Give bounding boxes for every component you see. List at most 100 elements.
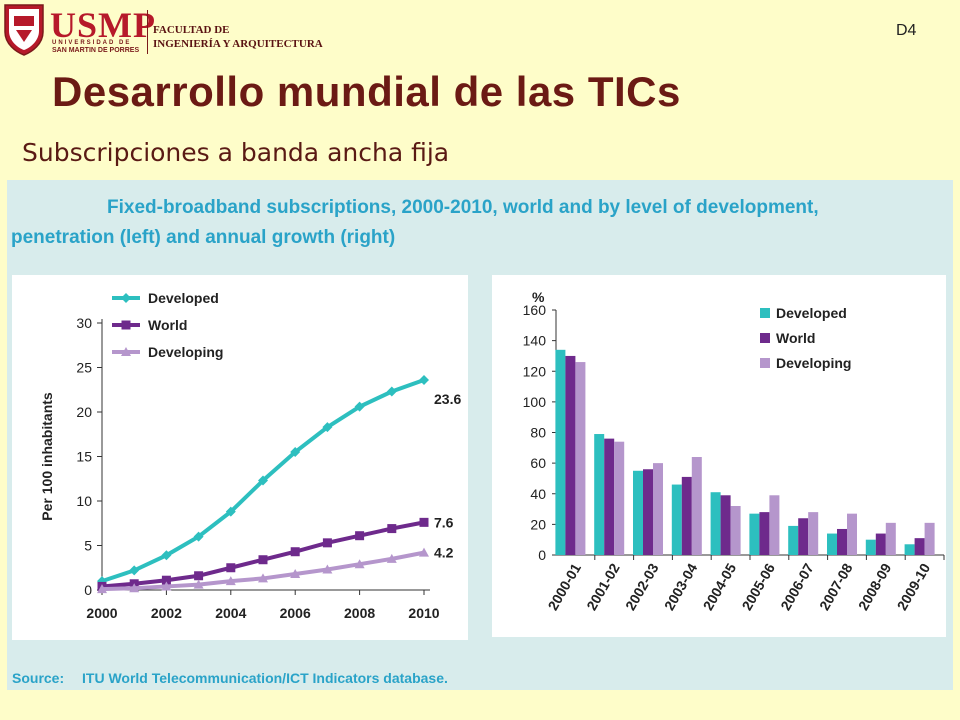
- data-point: [258, 573, 268, 583]
- logo-subtext-2: SAN MARTIN DE PORRES: [52, 47, 140, 54]
- bar: [865, 539, 876, 555]
- legend-label: World: [148, 317, 187, 333]
- data-point: [161, 575, 171, 585]
- y-tick-label: 140: [523, 333, 547, 349]
- series-developed: Developed: [555, 305, 915, 555]
- data-point: [129, 565, 140, 576]
- end-value-label: 7.6: [434, 514, 454, 530]
- y-tick-label: 10: [76, 493, 92, 509]
- data-point: [419, 517, 429, 527]
- data-point: [386, 386, 397, 397]
- source-label: Source:: [12, 670, 65, 686]
- data-point: [386, 553, 397, 563]
- x-tick-label: 2000: [86, 605, 117, 621]
- bar: [633, 470, 643, 555]
- figure: Fixed-broadband subscriptions, 2000-2010…: [7, 180, 953, 690]
- legend-label: Developed: [148, 290, 219, 306]
- y-tick-label: 160: [523, 302, 547, 318]
- bar: [691, 457, 702, 555]
- legend-label: Developing: [148, 344, 223, 360]
- bar: [710, 492, 721, 555]
- legend-swatch: [760, 358, 770, 368]
- data-point: [354, 559, 365, 569]
- bar: [555, 349, 566, 555]
- bar: [749, 513, 760, 555]
- bar: [904, 544, 915, 555]
- data-point: [161, 581, 172, 591]
- x-tick-label: 2003-04: [661, 560, 701, 613]
- data-point: [226, 563, 236, 573]
- data-point: [419, 374, 429, 385]
- data-point: [129, 583, 140, 593]
- data-point: [121, 347, 131, 356]
- x-tick-label: 2008-09: [855, 560, 895, 613]
- y-axis-unit-label: %: [532, 289, 545, 305]
- y-tick-label: 30: [76, 315, 92, 331]
- bar: [730, 506, 741, 555]
- series-developing: Developing: [575, 355, 935, 555]
- data-point: [121, 320, 131, 330]
- y-tick-label: 80: [530, 425, 546, 441]
- x-tick-label: 2004-05: [700, 560, 740, 613]
- logo-subtext-1: UNIVERSIDAD DE: [52, 40, 132, 46]
- y-tick-label: 5: [84, 538, 92, 554]
- bar: [875, 533, 886, 555]
- x-tick-label: 2009-10: [894, 560, 934, 613]
- bar: [671, 484, 682, 555]
- data-point: [225, 506, 236, 517]
- legend-swatch: [760, 333, 770, 343]
- faculty-line-1: FACULTAD DE: [153, 24, 230, 36]
- data-point: [225, 576, 236, 586]
- figure-source: Source: ITU World Telecommunication/ICT …: [12, 670, 448, 686]
- x-tick-label: 2005-06: [738, 560, 778, 613]
- x-tick-label: 2006: [280, 605, 311, 621]
- x-tick-label: 2004: [215, 605, 246, 621]
- bar: [643, 469, 653, 555]
- legend-label: Developing: [776, 355, 851, 371]
- end-value-label: 4.2: [434, 545, 454, 561]
- y-tick-label: 20: [76, 404, 92, 420]
- data-point: [419, 547, 429, 557]
- bar: [565, 355, 576, 555]
- bar: [653, 463, 663, 555]
- x-tick-label: 2010: [408, 605, 439, 621]
- logo-divider: [147, 10, 148, 54]
- y-tick-label: 20: [530, 516, 546, 532]
- bar: [769, 495, 780, 555]
- data-point: [258, 475, 268, 486]
- bar-chart: 0 20 40 60 80 100 120 140 160% 2000-01 2001-02 2002…: [523, 289, 945, 613]
- bar: [798, 518, 809, 555]
- data-point: [258, 555, 268, 565]
- line-chart: 0 5 10 15 20 25 30 2000 2002 2004 2006 2008 2010 Per …: [39, 290, 461, 621]
- x-tick-label: 2001-02: [583, 560, 623, 613]
- data-point: [193, 579, 204, 589]
- slide-code: D4: [896, 22, 917, 39]
- data-point: [194, 571, 204, 581]
- university-logo: USMP UNIVERSIDAD DE SAN MARTIN DE PORRES…: [0, 0, 330, 62]
- data-point: [387, 524, 397, 534]
- bar: [788, 525, 799, 555]
- data-point: [290, 447, 301, 458]
- x-tick-label: 2008: [344, 605, 375, 621]
- legend-label: Developed: [776, 305, 847, 321]
- legend-label: World: [776, 330, 815, 346]
- y-tick-label: 120: [523, 363, 547, 379]
- series-developed: 23.6 Developed: [97, 290, 461, 587]
- bar: [808, 512, 819, 555]
- x-tick-label: 2000-01: [544, 560, 584, 613]
- y-tick-label: 60: [530, 455, 546, 471]
- y-tick-label: 15: [76, 449, 92, 465]
- data-point: [97, 584, 107, 594]
- bar: [759, 512, 770, 555]
- line-chart-panel: 0 5 10 15 20 25 30 2000 2002 2004 2006 2008 2010 Per …: [12, 275, 468, 640]
- logo-wordmark: USMP: [50, 5, 156, 45]
- data-point: [290, 547, 300, 557]
- university-seal-icon: [4, 4, 44, 56]
- data-point: [355, 531, 365, 541]
- legend-swatch: [760, 308, 770, 318]
- bar: [847, 513, 857, 555]
- y-tick-label: 40: [530, 486, 546, 502]
- x-tick-label: 2007-08: [816, 560, 856, 613]
- series-world: World: [565, 330, 925, 555]
